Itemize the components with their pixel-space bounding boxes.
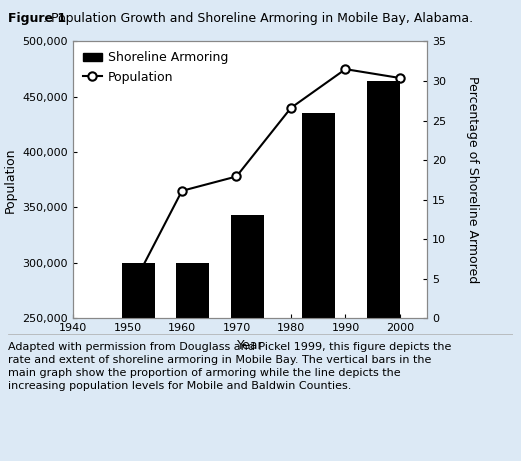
Bar bbox=[367, 81, 400, 318]
Bar bbox=[302, 112, 334, 318]
Text: . Population Growth and Shoreline Armoring in Mobile Bay, Alabama.: . Population Growth and Shoreline Armori… bbox=[43, 12, 473, 24]
X-axis label: Year: Year bbox=[237, 338, 264, 351]
Bar bbox=[231, 215, 264, 318]
Text: Adapted with permission from Douglass and Pickel 1999, this figure depicts the
r: Adapted with permission from Douglass an… bbox=[8, 342, 451, 391]
Y-axis label: Percentage of Shoreline Armored: Percentage of Shoreline Armored bbox=[466, 76, 479, 284]
Bar bbox=[177, 263, 209, 318]
Text: Figure 1: Figure 1 bbox=[8, 12, 66, 24]
Bar bbox=[122, 263, 155, 318]
Legend: Shoreline Armoring, Population: Shoreline Armoring, Population bbox=[79, 48, 232, 88]
Y-axis label: Population: Population bbox=[4, 147, 17, 213]
